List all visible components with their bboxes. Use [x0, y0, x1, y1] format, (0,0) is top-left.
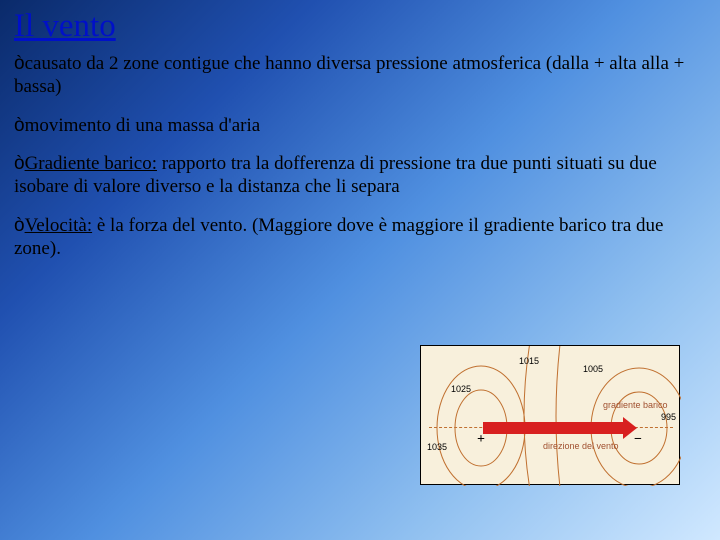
- paragraph-1: òcausato da 2 zone contigue che hanno di…: [14, 53, 702, 99]
- isobar-lines-icon: [421, 346, 681, 486]
- label-gradiente: gradiente barico: [603, 400, 668, 410]
- isobar-1005: 1005: [583, 364, 603, 374]
- bullet-icon: ò: [14, 53, 25, 74]
- bullet-icon: ò: [14, 215, 25, 236]
- wind-arrow-icon: [483, 422, 623, 434]
- term-gradiente: Gradiente barico:: [25, 153, 157, 174]
- slide-body: òcausato da 2 zone contigue che hanno di…: [0, 45, 720, 261]
- diagram-canvas: + − 1035 1025 1015 1005 995 gradiente ba…: [421, 346, 679, 484]
- paragraph-4: òVelocità: è la forza del vento. (Maggio…: [14, 215, 702, 261]
- isobar-1015: 1015: [519, 356, 539, 366]
- low-pressure-minus: −: [634, 432, 642, 448]
- bullet-icon: ò: [14, 153, 25, 174]
- paragraph-2-text: movimento di una massa d'aria: [25, 115, 261, 136]
- term-velocita: Velocità:: [25, 215, 93, 236]
- paragraph-2: òmovimento di una massa d'aria: [14, 115, 702, 138]
- paragraph-3: òGradiente barico: rapporto tra la doffe…: [14, 153, 702, 199]
- isobar-1025: 1025: [451, 384, 471, 394]
- high-pressure-plus: +: [477, 432, 485, 448]
- isobar-diagram: + − 1035 1025 1015 1005 995 gradiente ba…: [420, 345, 680, 485]
- isobar-995: 995: [661, 412, 676, 422]
- isobar-1035: 1035: [427, 442, 447, 452]
- slide-title: Il vento: [0, 0, 720, 45]
- paragraph-4-text: è la forza del vento. (Maggiore dove è m…: [14, 215, 663, 259]
- paragraph-1-text: causato da 2 zone contigue che hanno div…: [14, 53, 684, 97]
- label-direzione: direzione del vento: [543, 441, 619, 451]
- bullet-icon: ò: [14, 115, 25, 136]
